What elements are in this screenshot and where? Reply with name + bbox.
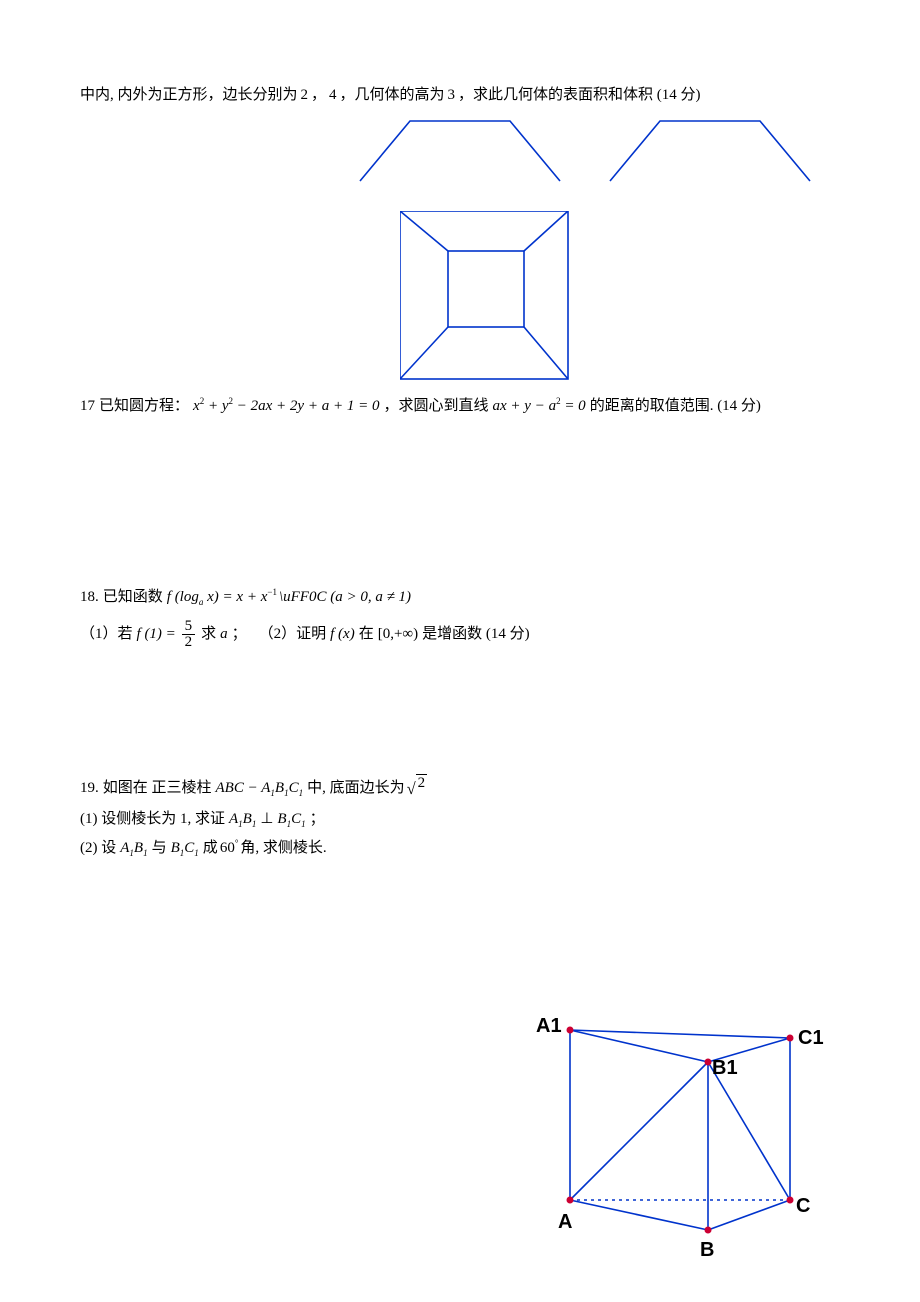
- q18-p2c: 是增函数 (14 分): [422, 621, 530, 648]
- q19-line2: (1) 设侧棱长为 1, 求证 A1B1 ⊥ B1C1 ；: [80, 806, 840, 833]
- q17-tail: 的距离的取值范围. (14 分): [590, 393, 761, 420]
- q19-num: 19.: [80, 775, 99, 802]
- q18-logbase: a: [199, 597, 204, 607]
- label-A: A: [558, 1204, 572, 1240]
- q19-deg: °: [235, 838, 239, 848]
- label-C: C: [796, 1188, 810, 1224]
- q16-height: 3: [448, 82, 456, 109]
- q16-text-c: ，求此几何体的表面积和体积 (14 分): [458, 82, 701, 109]
- q18-vara: a: [220, 621, 228, 648]
- page: 中内, 内外为正方形，边长分别为 2 ， 4 ，几何体的高为 3 ，求此几何体的…: [0, 0, 920, 1302]
- q18-num: 18.: [80, 584, 99, 611]
- q19-lead: 如图在 正三棱柱: [103, 775, 212, 802]
- q19-angle: 60°: [220, 835, 239, 862]
- q19-sqrt2-body: 2: [416, 774, 428, 792]
- q18-fden: 2: [182, 635, 196, 650]
- q19-mid: 中, 底面边长为: [307, 775, 405, 802]
- q16-trap2: [340, 111, 830, 191]
- q19-p1a: (1) 设侧棱长为 1, 求证: [80, 806, 225, 833]
- q18-fx: f (x): [330, 621, 355, 648]
- label-A1: A1: [536, 1008, 562, 1044]
- q18-p1b: 求: [201, 621, 216, 648]
- spacer-1: [80, 422, 840, 582]
- q16-len2: 4: [329, 82, 337, 109]
- q18-fn: f (loga x) = x + x−1: [167, 584, 277, 611]
- q18-p2a: （2）证明: [259, 621, 327, 648]
- q19-p1b: ；: [310, 806, 325, 833]
- q19-p2b: 与: [152, 835, 167, 862]
- q18-exp: −1: [267, 587, 277, 597]
- q19-bc1-2: B1C1: [171, 835, 199, 862]
- q18-p1a: （1）若: [80, 621, 133, 648]
- q19-prism: ABC − A1B1C1: [216, 775, 304, 802]
- q16-comma: ，: [311, 82, 326, 109]
- q19-line3: (2) 设 A1B1 与 B1C1 成 60° 角, 求侧棱长.: [80, 835, 840, 862]
- q16-topview: [400, 211, 600, 411]
- q18-p2b: 在: [359, 621, 374, 648]
- q18-interval: [0,+∞): [378, 621, 418, 648]
- q16-len1: 2: [301, 82, 309, 109]
- q19-sqrt2: √2: [407, 774, 428, 804]
- q17-eq: x2 + y2 − 2ax + 2y + a + 1 = 0: [193, 393, 379, 420]
- q16-text: 中内, 内外为正方形，边长分别为 2 ， 4 ，几何体的高为 3 ，求此几何体的…: [80, 82, 840, 109]
- q17-num: 17: [80, 393, 95, 420]
- q19-bc1: B1C1: [277, 806, 305, 833]
- q17-lead: 已知圆方程：: [99, 393, 189, 420]
- q19-perp: ⊥: [260, 806, 273, 833]
- q16-text-b: ，几何体的高为: [340, 82, 445, 109]
- q19-figure: A1 C1 B1 A C B: [540, 1000, 840, 1260]
- q16-figure: [340, 111, 840, 391]
- q19-p2a: (2) 设: [80, 835, 116, 862]
- q16-text-a: 中内, 内外为正方形，边长分别为: [80, 82, 298, 109]
- q19-p2c: 成: [203, 835, 218, 862]
- q18-lead: 已知函数: [103, 584, 163, 611]
- q19-p2d: 角, 求侧棱长.: [240, 835, 326, 862]
- q18-line2: （1）若 f (1) = 5 2 求 a ； （2）证明 f (x) 在 [0,…: [80, 619, 840, 650]
- q18-line1: 18. 已知函数 f (loga x) = x + x−1 \uFF0C (a …: [80, 584, 840, 611]
- q18-cond: \uFF0C (a > 0, a ≠ 1): [279, 584, 411, 611]
- label-C1: C1: [798, 1020, 824, 1056]
- prism-svg: [540, 1000, 840, 1260]
- label-B1: B1: [712, 1050, 738, 1086]
- q19-line1: 19. 如图在 正三棱柱 ABC − A1B1C1 中, 底面边长为 √2: [80, 774, 840, 804]
- q18-semi: ；: [232, 621, 247, 648]
- q19-ab1: A1B1: [229, 806, 256, 833]
- q18-f1: f (1) = 5 2: [137, 619, 198, 650]
- spacer-2: [80, 652, 840, 772]
- label-B: B: [700, 1232, 714, 1268]
- q19-angle-val: 60: [220, 840, 235, 856]
- q19-ab1-2: A1B1: [120, 835, 147, 862]
- q18-fnum: 5: [182, 619, 196, 635]
